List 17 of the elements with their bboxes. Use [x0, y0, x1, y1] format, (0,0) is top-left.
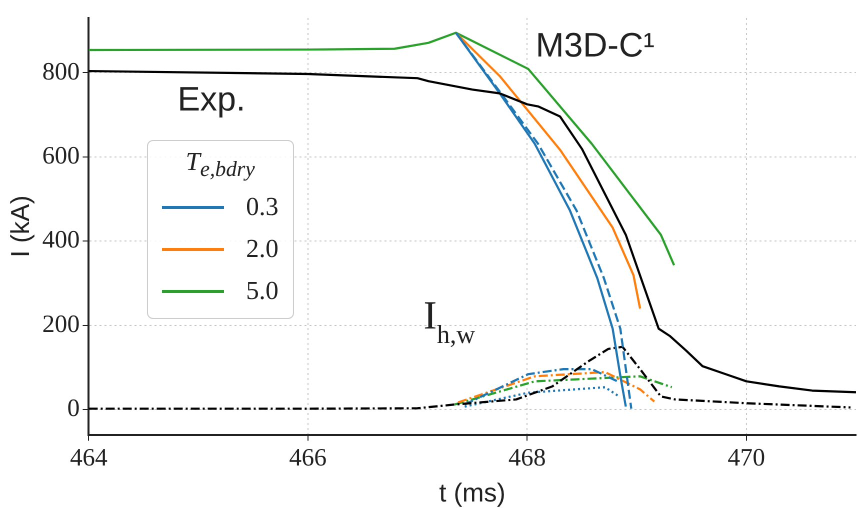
y-tick-label: 400	[42, 226, 80, 254]
y-tick-label: 800	[42, 58, 80, 86]
x-tick-label: 466	[289, 444, 327, 472]
x-tick-label: 470	[728, 444, 766, 472]
y-tick-label: 200	[42, 310, 80, 338]
legend-label: 0.3	[246, 192, 278, 222]
legend-label: 5.0	[246, 276, 278, 306]
annotation: M3D-C¹	[536, 26, 655, 65]
annotation: Exp.	[177, 80, 246, 119]
y-tick-label: 0	[67, 395, 80, 422]
x-axis-title: t (ms)	[439, 478, 506, 508]
y-tick-label: 600	[42, 142, 80, 170]
x-tick-label: 468	[508, 444, 546, 472]
legend-label: 2.0	[246, 234, 278, 264]
legend-title: T$_{e,bdry}$	[184, 147, 256, 182]
x-tick-label: 464	[70, 444, 108, 472]
y-axis-title: I (kA)	[4, 195, 35, 258]
